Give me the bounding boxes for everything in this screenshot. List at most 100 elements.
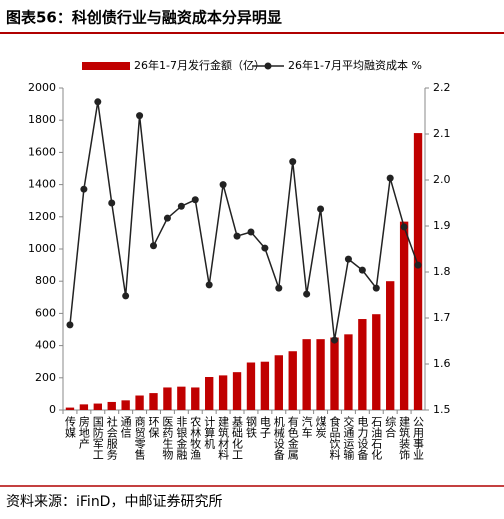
- x-tick-label: 交通运输: [342, 415, 355, 461]
- line-marker: [163, 214, 171, 222]
- line-marker: [136, 112, 144, 120]
- y2-tick-label: 1.7: [433, 311, 451, 324]
- line-marker: [94, 98, 102, 106]
- x-tick-label: 社会服务: [105, 415, 118, 460]
- x-tick-label: 公用事业: [412, 416, 425, 460]
- bar: [149, 393, 158, 410]
- line-marker: [191, 196, 199, 204]
- line-marker: [261, 244, 269, 252]
- bar: [260, 361, 270, 410]
- bar: [302, 339, 311, 410]
- y2-tick-label: 2.1: [433, 127, 451, 140]
- line-marker: [177, 202, 185, 210]
- x-tick-label: 传媒: [63, 416, 76, 439]
- x-tick-label: 国防军工: [91, 416, 104, 460]
- line-marker: [150, 242, 157, 250]
- line-marker: [344, 255, 352, 263]
- line-marker: [289, 158, 297, 166]
- x-tick-label: 建筑装饰: [398, 415, 411, 460]
- x-tick-label: 钢铁: [244, 416, 257, 438]
- bar: [399, 221, 409, 410]
- y2-tick-label: 1.5: [433, 403, 451, 416]
- bar: [386, 281, 395, 410]
- line-marker: [386, 174, 394, 182]
- line-marker: [219, 181, 227, 189]
- x-tick-label: 综合: [384, 415, 397, 438]
- x-tick-label: 通信: [119, 416, 132, 439]
- bar: [413, 133, 423, 410]
- x-tick-label: 非银金融: [175, 416, 188, 461]
- line-marker: [108, 199, 116, 207]
- bar: [358, 319, 367, 410]
- x-tick-label: 电子: [258, 416, 271, 438]
- x-tick-label: 房地产: [77, 416, 90, 450]
- bar: [205, 376, 214, 410]
- line-marker: [400, 223, 408, 231]
- y-tick-label: 1200: [28, 210, 56, 223]
- bar: [65, 407, 75, 410]
- y-tick-label: 800: [35, 274, 56, 287]
- legend-swatch: [82, 62, 130, 70]
- y-tick-label: 1600: [28, 145, 56, 158]
- y-tick-label: 400: [35, 339, 56, 352]
- legend-label: 26年1-7月平均融资成本 %: [288, 58, 422, 72]
- line-marker: [233, 232, 241, 240]
- line-marker: [358, 266, 366, 274]
- y-tick-label: 2000: [28, 81, 56, 94]
- line-marker: [303, 290, 311, 298]
- y-tick-label: 1000: [28, 242, 56, 255]
- line-marker: [275, 284, 283, 292]
- line-marker: [414, 261, 422, 269]
- line-marker: [331, 336, 338, 344]
- y-tick-label: 1400: [28, 178, 56, 191]
- line-marker: [247, 228, 255, 236]
- legend-label: 26年1-7月发行金额（亿）: [134, 58, 265, 72]
- line-marker: [122, 292, 130, 300]
- bar: [316, 339, 325, 410]
- x-tick-label: 医药生物: [161, 416, 174, 460]
- chart-title: 图表56：科创债行业与融资成本分异明显: [6, 9, 282, 27]
- line: [69, 101, 419, 341]
- line-marker: [80, 185, 88, 193]
- line-marker: [317, 205, 325, 213]
- bar: [79, 404, 89, 410]
- y-tick-label: 1800: [28, 113, 56, 126]
- bar: [121, 400, 130, 410]
- x-tick-label: 计算机: [203, 416, 216, 449]
- bar: [218, 375, 228, 410]
- bar: [232, 372, 242, 410]
- bar: [330, 337, 339, 410]
- x-tick-label: 煤炭: [314, 416, 327, 439]
- x-tick-label: 有色金属: [286, 415, 299, 461]
- bar: [177, 386, 186, 410]
- bar: [135, 395, 144, 410]
- line-marker: [205, 281, 213, 289]
- y2-tick-label: 1.6: [433, 357, 451, 370]
- y-tick-label: 0: [49, 403, 56, 416]
- source: 资料来源：iFinD，中邮证券研究所: [6, 494, 222, 510]
- bar: [288, 351, 297, 410]
- x-tick-label: 农林牧渔: [189, 415, 202, 461]
- bar: [163, 387, 172, 410]
- x-tick-label: 食品饮料: [328, 415, 341, 461]
- bar: [107, 401, 116, 410]
- y2-tick-label: 1.9: [433, 219, 451, 232]
- bar: [191, 387, 200, 410]
- x-tick-label: 环保: [147, 416, 160, 439]
- y-tick-label: 200: [35, 371, 56, 384]
- x-tick-label: 电力设备: [356, 416, 369, 461]
- line-marker: [66, 321, 74, 329]
- bar: [344, 334, 353, 410]
- x-tick-label: 建筑材料: [217, 415, 230, 461]
- x-tick-label: 机械设备: [272, 415, 285, 461]
- x-tick-label: 汽车: [300, 415, 313, 439]
- bar: [93, 403, 102, 410]
- bar: [246, 362, 256, 410]
- x-tick-label: 基础化工: [231, 416, 244, 460]
- x-tick-label: 石油石化: [370, 416, 383, 461]
- legend-swatch: [264, 62, 272, 70]
- x-tick-label: 商贸零售: [133, 415, 146, 461]
- bar: [372, 314, 381, 410]
- y2-tick-label: 1.8: [433, 265, 451, 278]
